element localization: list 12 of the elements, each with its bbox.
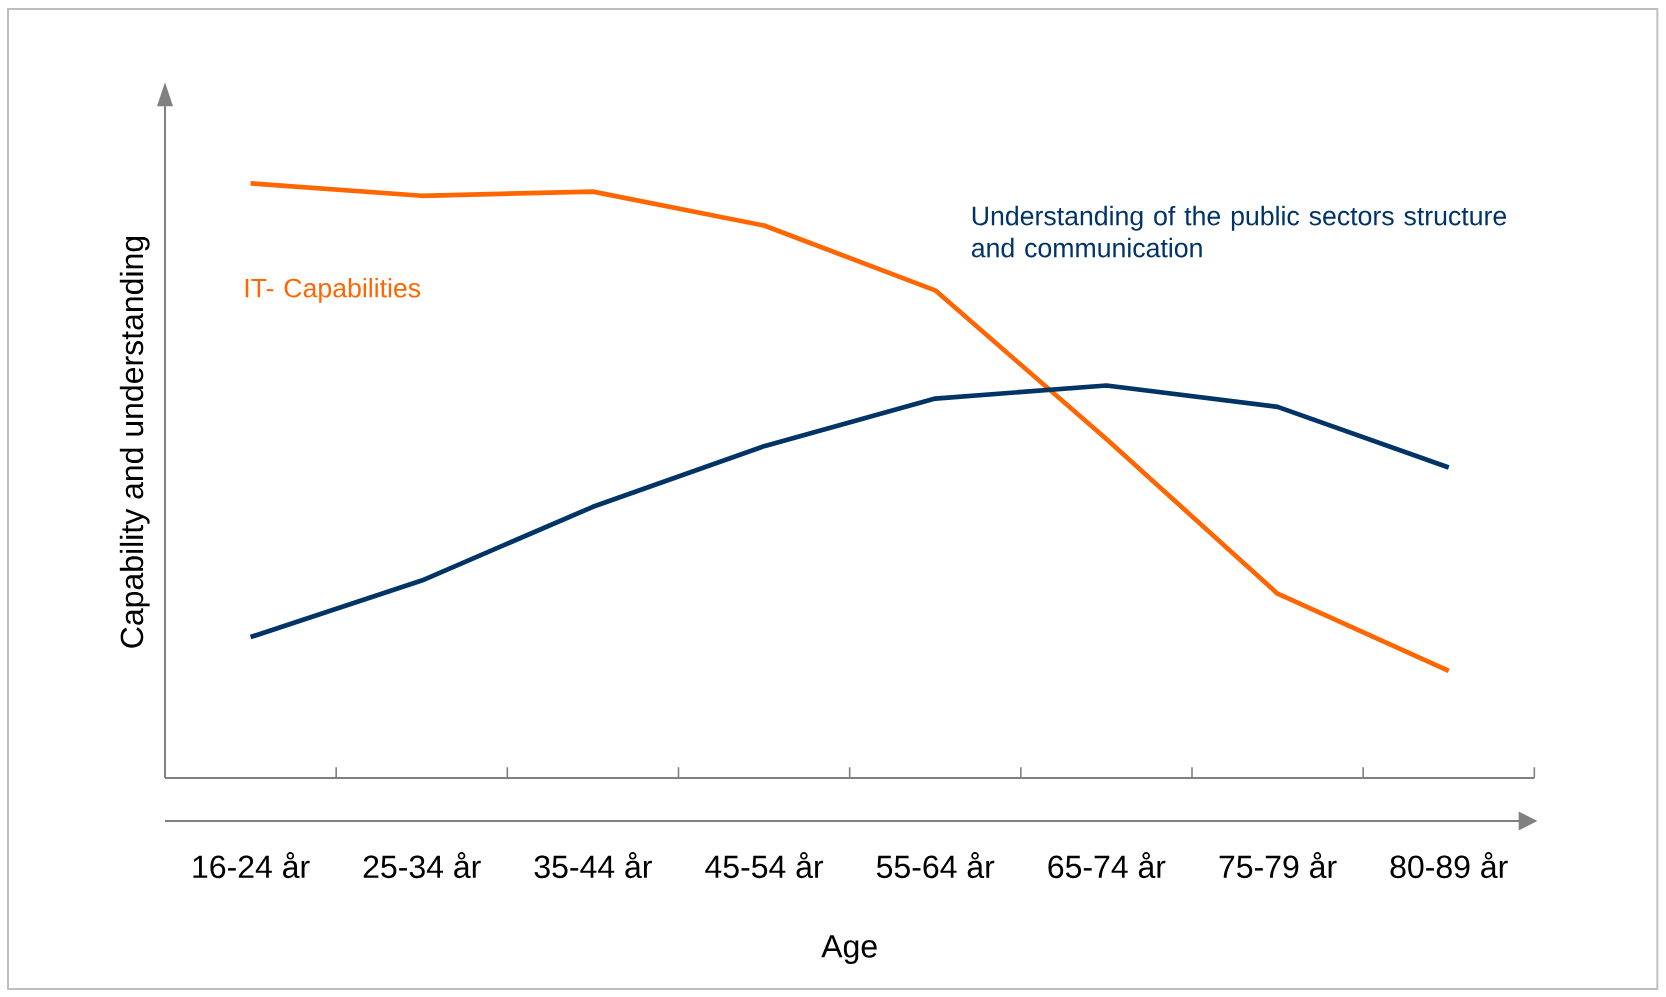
x-tick-label: 80-89 år xyxy=(1390,852,1508,879)
x-tick-label: 16-24 år xyxy=(193,852,310,879)
x-tick-label: 45-54 år xyxy=(705,852,824,879)
y-axis-title: Capability and understanding xyxy=(119,236,150,648)
x-tick-label: 65-74 år xyxy=(1048,852,1166,879)
x-tick-label: 75-79 år xyxy=(1219,852,1337,879)
text: Understanding of the public sectors structure and communication xyxy=(971,205,1507,258)
text: IT- Capabilities xyxy=(245,277,421,303)
x-tick-label: 25-34 år xyxy=(363,852,481,879)
x-axis-title: Age xyxy=(821,935,877,964)
x-tick-label: 55-64 år xyxy=(876,852,995,879)
x-tick-label: 35-44 år xyxy=(534,852,652,879)
